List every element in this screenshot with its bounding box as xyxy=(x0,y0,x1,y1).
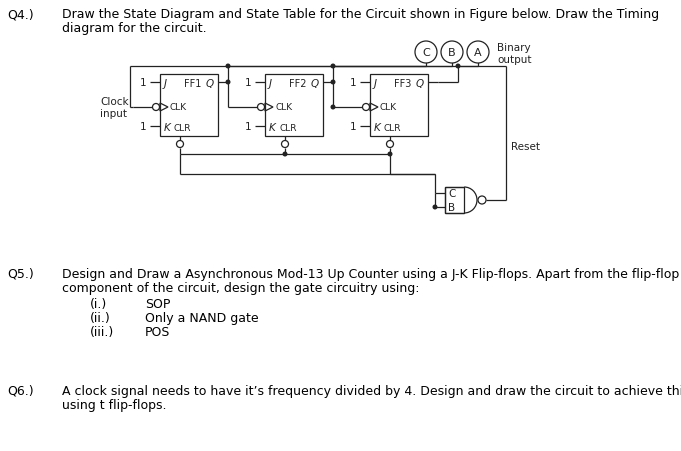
Text: J: J xyxy=(374,79,377,89)
Text: CLR: CLR xyxy=(174,124,191,133)
Text: A: A xyxy=(474,48,482,58)
Text: 1: 1 xyxy=(349,78,356,88)
Text: 1: 1 xyxy=(244,122,251,132)
Text: 1: 1 xyxy=(140,122,146,132)
Circle shape xyxy=(387,141,394,148)
Circle shape xyxy=(330,64,336,69)
Text: C: C xyxy=(422,48,430,58)
Text: A clock signal needs to have it’s frequency divided by 4. Design and draw the ci: A clock signal needs to have it’s freque… xyxy=(62,384,681,397)
Circle shape xyxy=(330,105,336,110)
Circle shape xyxy=(415,42,437,64)
Circle shape xyxy=(478,197,486,205)
Text: Q5.): Q5.) xyxy=(7,267,34,281)
Circle shape xyxy=(441,42,463,64)
Text: B: B xyxy=(448,48,456,58)
Text: 1: 1 xyxy=(140,78,146,88)
Text: FF2: FF2 xyxy=(289,79,306,89)
Circle shape xyxy=(283,152,287,157)
Text: Q6.): Q6.) xyxy=(7,384,33,397)
Text: K: K xyxy=(269,123,276,133)
Text: POS: POS xyxy=(145,325,170,338)
Text: (i.): (i.) xyxy=(90,297,107,310)
Circle shape xyxy=(176,141,183,148)
Text: SOP: SOP xyxy=(145,297,170,310)
Text: Q: Q xyxy=(416,79,424,89)
Circle shape xyxy=(281,141,289,148)
Bar xyxy=(160,75,218,137)
Circle shape xyxy=(456,64,460,69)
Text: B: B xyxy=(448,202,455,212)
Text: J: J xyxy=(164,79,167,89)
Bar xyxy=(265,75,323,137)
Text: component of the circuit, design the gate circuitry using:: component of the circuit, design the gat… xyxy=(62,281,419,295)
Circle shape xyxy=(225,64,230,69)
Text: CLR: CLR xyxy=(384,124,402,133)
Text: 1: 1 xyxy=(244,78,251,88)
Circle shape xyxy=(432,205,437,210)
Text: (iii.): (iii.) xyxy=(90,325,114,338)
Circle shape xyxy=(153,104,159,111)
Bar xyxy=(370,75,428,137)
Circle shape xyxy=(387,152,392,157)
Text: 1: 1 xyxy=(349,122,356,132)
Circle shape xyxy=(257,104,264,111)
Text: Binary: Binary xyxy=(497,43,530,53)
Text: J: J xyxy=(269,79,272,89)
Circle shape xyxy=(225,80,230,85)
Text: CLK: CLK xyxy=(170,103,187,112)
Circle shape xyxy=(362,104,370,111)
Text: FF3: FF3 xyxy=(394,79,412,89)
Text: (ii.): (ii.) xyxy=(90,311,111,324)
Text: Clock: Clock xyxy=(100,97,129,107)
Circle shape xyxy=(330,80,336,85)
Text: Q: Q xyxy=(311,79,319,89)
Circle shape xyxy=(467,42,489,64)
Text: input: input xyxy=(100,109,127,119)
Text: CLR: CLR xyxy=(279,124,296,133)
Text: K: K xyxy=(164,123,171,133)
Text: Q: Q xyxy=(206,79,214,89)
Text: CLK: CLK xyxy=(380,103,397,112)
Text: Design and Draw a Asynchronous Mod-13 Up Counter using a J-K Flip-flops. Apart f: Design and Draw a Asynchronous Mod-13 Up… xyxy=(62,267,679,281)
Text: output: output xyxy=(497,55,531,65)
Text: Only a NAND gate: Only a NAND gate xyxy=(145,311,259,324)
Text: diagram for the circuit.: diagram for the circuit. xyxy=(62,22,206,35)
Text: using t flip-flops.: using t flip-flops. xyxy=(62,398,166,411)
Text: K: K xyxy=(374,123,381,133)
Text: Draw the State Diagram and State Table for the Circuit shown in Figure below. Dr: Draw the State Diagram and State Table f… xyxy=(62,8,659,21)
Text: C: C xyxy=(448,189,456,198)
Text: FF1: FF1 xyxy=(185,79,202,89)
Text: CLK: CLK xyxy=(275,103,292,112)
Text: Q4.): Q4.) xyxy=(7,8,33,21)
Bar xyxy=(445,188,464,213)
Text: Reset: Reset xyxy=(511,142,540,152)
